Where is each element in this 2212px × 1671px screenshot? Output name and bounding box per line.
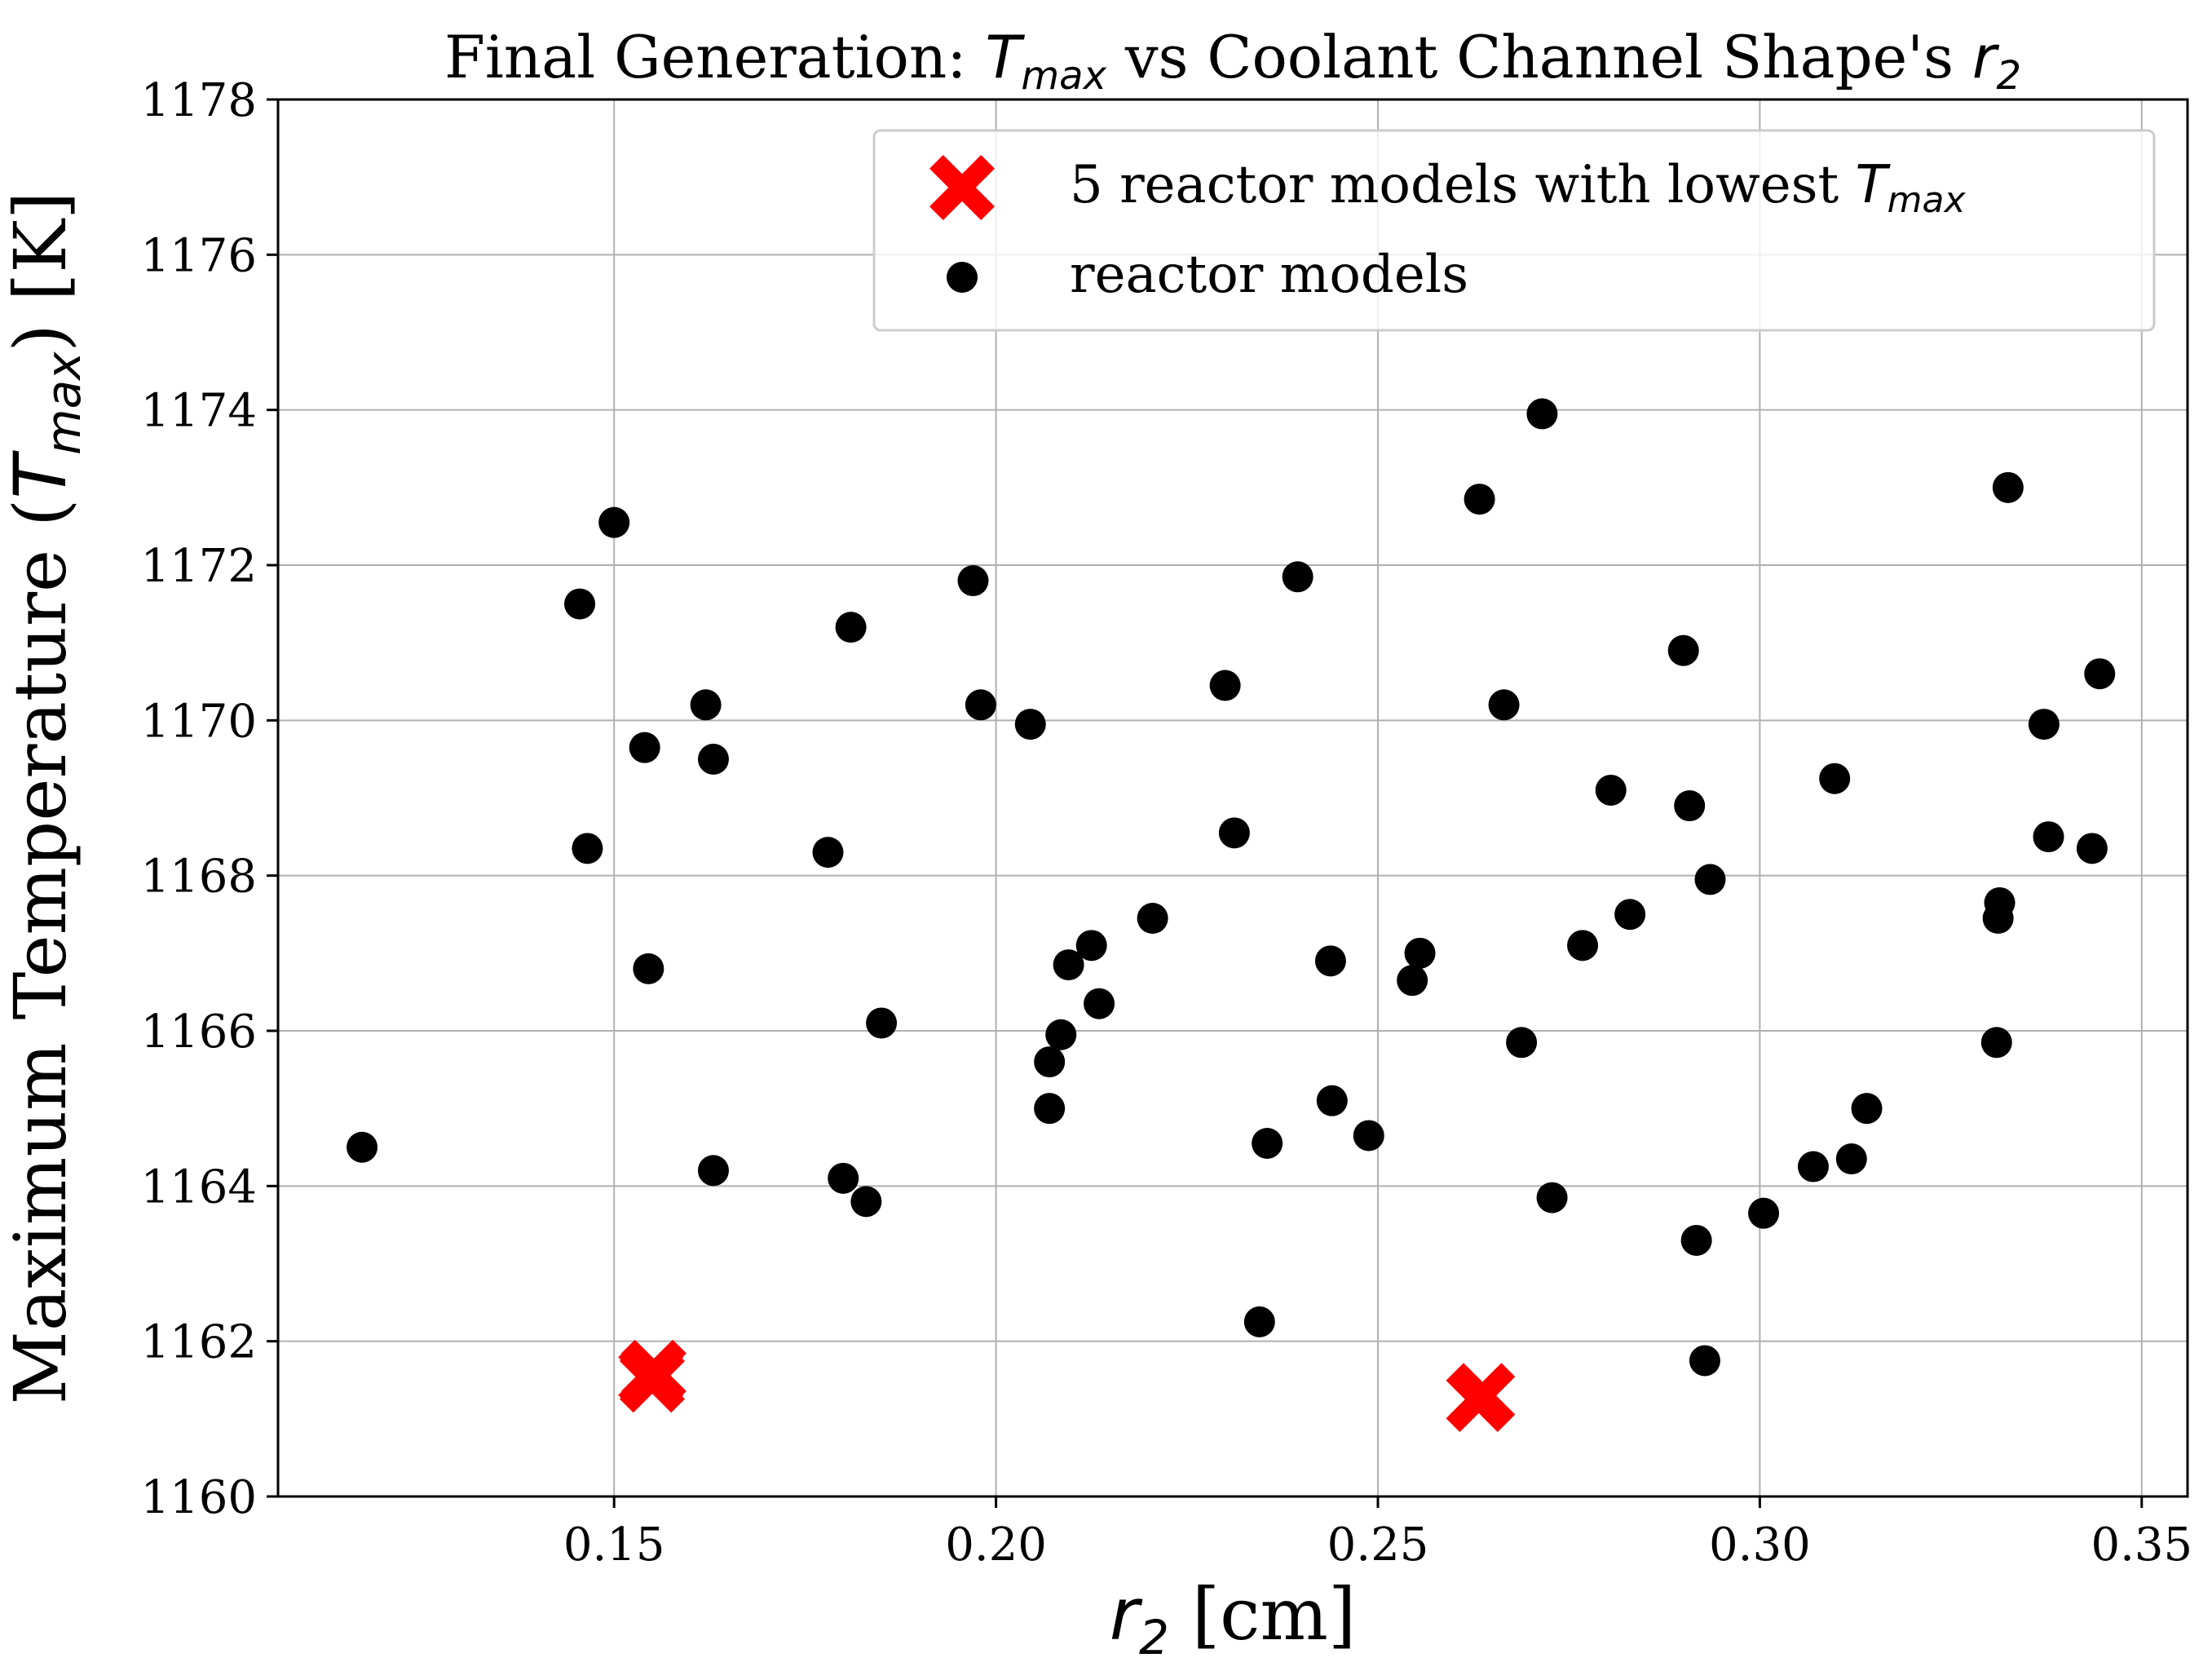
reactor-model-point [957, 565, 989, 597]
reactor-model-point [572, 833, 603, 864]
reactor-model-point [1464, 484, 1495, 515]
reactor-model-point [1488, 689, 1520, 721]
plot-frame [276, 98, 2189, 1498]
reactor-model-point [1674, 790, 1706, 822]
reactor-model-point [1282, 561, 1314, 593]
reactor-model-point [1243, 1306, 1275, 1337]
reactor-model-point [828, 1162, 859, 1194]
reactor-model-point [697, 1155, 729, 1187]
reactor-model-point [1680, 1224, 1712, 1256]
x-tick-label: 0.35 [2091, 1518, 2192, 1572]
reactor-model-point [1034, 1046, 1066, 1078]
y-tick-label: 1174 [140, 385, 257, 438]
x-tick-label: 0.25 [1327, 1518, 1429, 1572]
reactor-model-point [1689, 1345, 1720, 1377]
reactor-model-point [835, 612, 867, 643]
reactor-model-point [1835, 1143, 1867, 1175]
reactor-model-point [1984, 886, 2016, 918]
reactor-model-point [1252, 1127, 1283, 1159]
lowest-tmax-point [620, 1347, 685, 1413]
y-tick-label: 1164 [140, 1160, 257, 1213]
reactor-model-point [1797, 1151, 1829, 1183]
reactor-model-point [1218, 817, 1250, 849]
reactor-model-point [866, 1007, 898, 1039]
legend-entry-lowest: 5 reactor models with lowest Tmax [1070, 155, 1966, 221]
reactor-model-point [1314, 945, 1346, 977]
reactor-model-point [1053, 949, 1084, 981]
y-tick-label: 1170 [140, 695, 257, 748]
lowest-tmax-point [1450, 1363, 1516, 1429]
reactor-model-point [1014, 709, 1046, 740]
y-tick-label: 1162 [140, 1316, 257, 1369]
reactor-model-point [1667, 634, 1699, 666]
y-axis-label: Maximum Temperature (Tmax) [K] [0, 192, 91, 1405]
reactor-model-point [1851, 1093, 1883, 1125]
y-tick-label: 1172 [140, 540, 257, 593]
y-tick-label: 1160 [140, 1471, 257, 1524]
axis-ticks: 0.15 0.20 0.25 0.30 0.35 1160 1162 1164 1166 1168… [140, 74, 2192, 1572]
reactor-model-point [850, 1186, 882, 1218]
reactor-model-point [1526, 398, 1558, 430]
reactor-model-point [1316, 1085, 1348, 1116]
reactor-model-point [1397, 965, 1428, 997]
reactor-model-point [1694, 864, 1726, 895]
reactor-model-point [1536, 1182, 1568, 1213]
reactor-model-point [1567, 930, 1599, 961]
reactor-model-point [598, 506, 630, 538]
reactor-model-point [1034, 1093, 1066, 1125]
reactor-model-point [1137, 903, 1168, 935]
reactor-model-point [1404, 937, 1436, 969]
reactor-model-point [1209, 670, 1241, 701]
reactor-model-point [812, 837, 844, 869]
legend-marker-lowest [929, 155, 995, 220]
reactor-model-point [690, 689, 722, 721]
y-tick-label: 1178 [140, 74, 257, 127]
reactor-model-point [1748, 1197, 1780, 1229]
reactor-model-point [1353, 1120, 1384, 1152]
y-tick-label: 1168 [140, 851, 257, 904]
x-tick-label: 0.20 [945, 1518, 1047, 1572]
reactor-model-point [1084, 988, 1115, 1019]
y-tick-label: 1176 [140, 229, 257, 282]
reactor-model-point [1045, 1019, 1077, 1050]
reactor-model-point [564, 588, 596, 620]
x-tick-label: 0.30 [1709, 1518, 1811, 1572]
legend-box [872, 129, 2156, 332]
reactor-model-point [347, 1131, 378, 1163]
x-tick-label: 0.15 [563, 1518, 665, 1572]
y-tick-label: 1166 [140, 1006, 257, 1059]
legend: 5 reactor models with lowest Tmax reacto… [872, 129, 2156, 332]
reactor-model-point [629, 732, 660, 763]
reactor-model-point [1595, 774, 1627, 806]
reactor-model-point [697, 743, 729, 775]
x-axis-label: r2 [cm] [1110, 1572, 1356, 1665]
reactor-model-point [1992, 471, 2024, 503]
legend-entry-reactor-models: reactor models [1070, 245, 1468, 305]
reactor-model-point [2033, 821, 2064, 853]
reactor-model-point [633, 953, 664, 984]
data-points [347, 398, 2116, 1432]
reactor-model-point [1819, 763, 1851, 794]
reactor-model-point [1506, 1027, 1538, 1059]
legend-marker-reactor-models [947, 262, 978, 293]
chart-title: Final Generation: Tmax vs Coolant Channe… [444, 23, 2021, 99]
reactor-model-point [2084, 658, 2116, 690]
reactor-model-point [1075, 930, 1107, 961]
reactor-model-point [1614, 899, 1646, 931]
reactor-model-point [965, 689, 996, 721]
reactor-model-point [1980, 1027, 2012, 1059]
reactor-model-point [2028, 709, 2060, 740]
reactor-model-point [2076, 833, 2108, 864]
